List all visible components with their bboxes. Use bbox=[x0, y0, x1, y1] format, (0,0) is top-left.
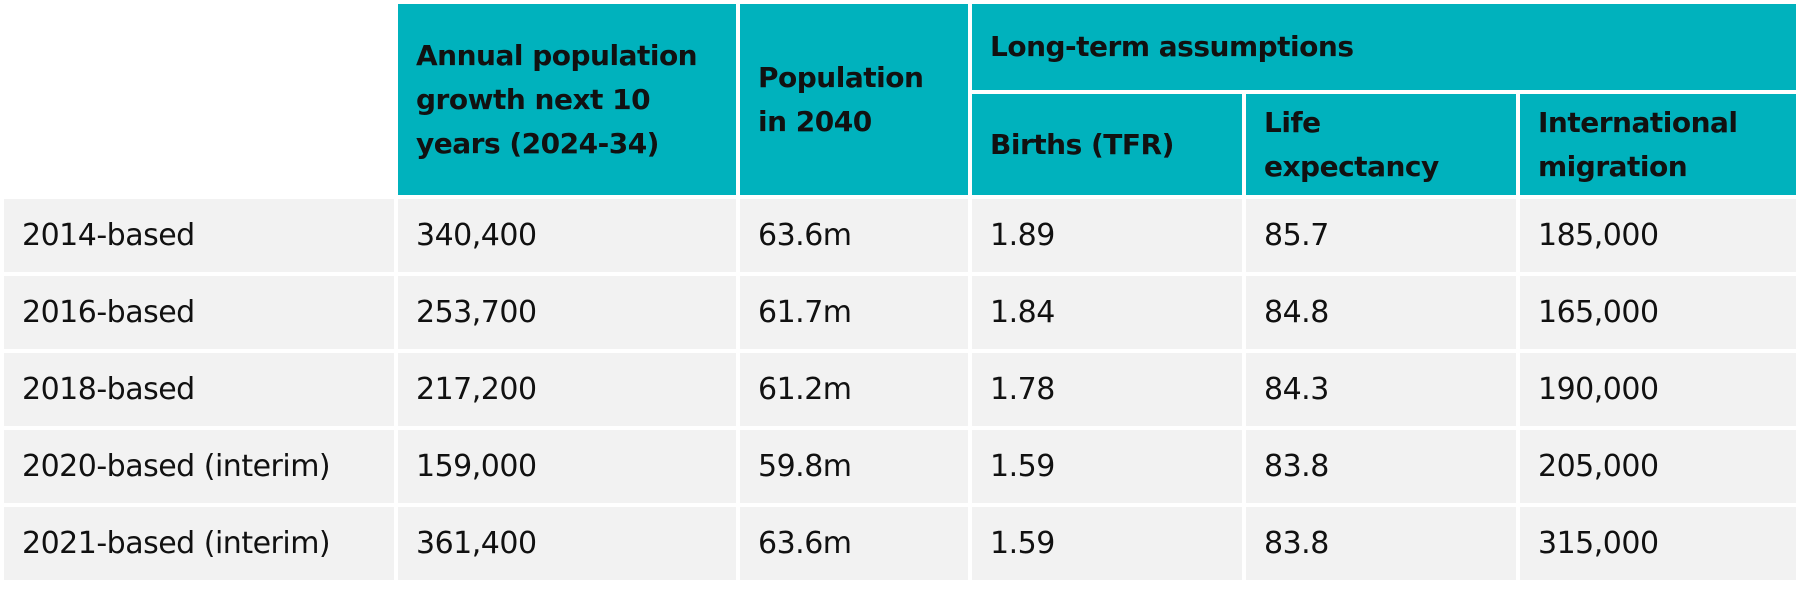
table-row: 2014-based 340,400 63.6m 1.89 85.7 185,0… bbox=[4, 199, 1796, 272]
row-label: 2016-based bbox=[4, 276, 394, 349]
table-row: 2021-based (interim) 361,400 63.6m 1.59 … bbox=[4, 507, 1796, 580]
row-label: 2021-based (interim) bbox=[4, 507, 394, 580]
life-expectancy-value: 83.8 bbox=[1246, 507, 1516, 580]
table-row: 2020-based (interim) 159,000 59.8m 1.59 … bbox=[4, 430, 1796, 503]
table-row: 2016-based 253,700 61.7m 1.84 84.8 165,0… bbox=[4, 276, 1796, 349]
growth-value: 340,400 bbox=[398, 199, 736, 272]
header-international-migration: International migration bbox=[1520, 94, 1796, 195]
population-2040-value: 63.6m bbox=[740, 507, 968, 580]
births-value: 1.78 bbox=[972, 353, 1242, 426]
header-annual-growth: Annual population growth next 10 years (… bbox=[398, 4, 736, 195]
growth-value: 361,400 bbox=[398, 507, 736, 580]
header-corner-blank bbox=[4, 4, 394, 195]
growth-value: 253,700 bbox=[398, 276, 736, 349]
births-value: 1.89 bbox=[972, 199, 1242, 272]
migration-value: 190,000 bbox=[1520, 353, 1796, 426]
header-population-2040: Population in 2040 bbox=[740, 4, 968, 195]
row-label: 2014-based bbox=[4, 199, 394, 272]
header-long-term-assumptions: Long-term assumptions bbox=[972, 4, 1796, 90]
migration-value: 185,000 bbox=[1520, 199, 1796, 272]
life-expectancy-value: 85.7 bbox=[1246, 199, 1516, 272]
births-value: 1.59 bbox=[972, 430, 1242, 503]
projections-table: Annual population growth next 10 years (… bbox=[4, 4, 1796, 580]
table-row: 2018-based 217,200 61.2m 1.78 84.3 190,0… bbox=[4, 353, 1796, 426]
life-expectancy-value: 83.8 bbox=[1246, 430, 1516, 503]
population-2040-value: 59.8m bbox=[740, 430, 968, 503]
population-2040-value: 63.6m bbox=[740, 199, 968, 272]
population-2040-value: 61.7m bbox=[740, 276, 968, 349]
row-label: 2018-based bbox=[4, 353, 394, 426]
row-label: 2020-based (interim) bbox=[4, 430, 394, 503]
life-expectancy-value: 84.3 bbox=[1246, 353, 1516, 426]
births-value: 1.84 bbox=[972, 276, 1242, 349]
migration-value: 315,000 bbox=[1520, 507, 1796, 580]
header-births-tfr: Births (TFR) bbox=[972, 94, 1242, 195]
population-2040-value: 61.2m bbox=[740, 353, 968, 426]
header-life-expectancy: Life expectancy bbox=[1246, 94, 1516, 195]
header-row-top: Annual population growth next 10 years (… bbox=[4, 4, 1796, 195]
growth-value: 159,000 bbox=[398, 430, 736, 503]
births-value: 1.59 bbox=[972, 507, 1242, 580]
migration-value: 165,000 bbox=[1520, 276, 1796, 349]
migration-value: 205,000 bbox=[1520, 430, 1796, 503]
life-expectancy-value: 84.8 bbox=[1246, 276, 1516, 349]
header-row-sub: Births (TFR) Life expectancy Internation… bbox=[4, 94, 1796, 195]
growth-value: 217,200 bbox=[398, 353, 736, 426]
